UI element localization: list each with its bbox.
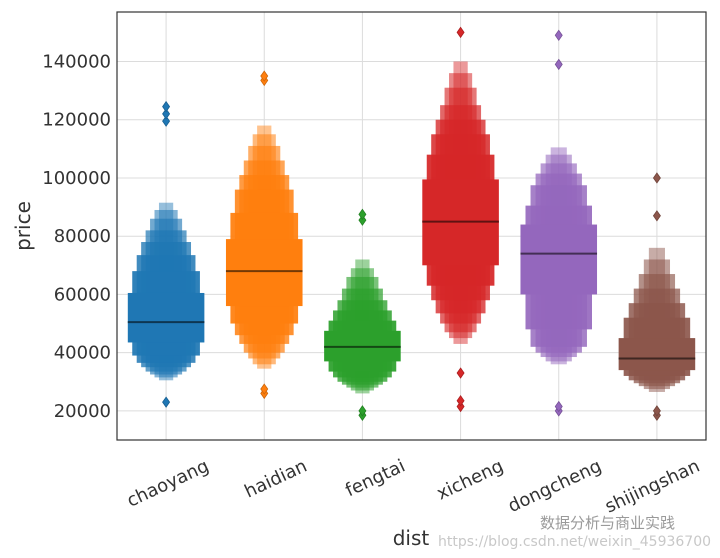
y-axis-label: price (11, 201, 35, 251)
y-tick-label: 20000 (54, 401, 111, 422)
boxen-fengtai (324, 208, 401, 421)
x-tick-label: dongcheng (505, 455, 605, 517)
outlier-point (456, 394, 465, 407)
y-tick-label: 100000 (42, 168, 111, 189)
y-tick-label: 40000 (54, 343, 111, 364)
outlier-point (162, 108, 171, 120)
outlier-point (652, 405, 661, 417)
outlier-point (652, 210, 661, 222)
outlier-point (162, 100, 171, 113)
y-tick-label: 60000 (54, 284, 111, 305)
boxen-shijingshan (618, 172, 696, 421)
watermark-url: https://blog.csdn.net/weixin_45936700 (438, 534, 711, 550)
watermark: https://blog.csdn.net/weixin_45936700 数据… (438, 514, 711, 550)
outlier-point (554, 58, 563, 71)
watermark-brand: 数据分析与商业实践 (540, 514, 675, 532)
outlier-point (358, 405, 367, 417)
outlier-point (652, 172, 661, 184)
outlier-point (162, 396, 171, 408)
boxen-haidian (225, 70, 303, 400)
boxen-chaoyang (127, 100, 205, 408)
outlier-point (260, 383, 269, 395)
letter-value-box (127, 292, 205, 343)
outlier-point (260, 70, 269, 82)
plot-area (117, 12, 706, 440)
outlier-point (456, 400, 465, 413)
outlier-point (162, 115, 171, 127)
y-tick-label: 80000 (54, 226, 111, 247)
letter-value-box (618, 338, 696, 371)
x-tick-label: haidian (241, 455, 310, 502)
outlier-point (358, 208, 367, 221)
boxen-dongcheng (520, 29, 598, 417)
y-tick-label: 140000 (42, 51, 111, 72)
data-layer (127, 26, 696, 421)
x-tick-label: chaoyang (124, 455, 213, 511)
outlier-point (456, 26, 465, 39)
plot-frame (116, 11, 707, 441)
x-axis-label: dist (393, 526, 430, 550)
outlier-point (554, 400, 563, 413)
outlier-point (456, 367, 465, 379)
x-tick-label: xicheng (434, 455, 507, 504)
boxen-xicheng (422, 26, 499, 413)
letter-value-box (520, 224, 598, 295)
letter-value-box (225, 239, 303, 307)
outlier-point (358, 214, 367, 226)
x-tick-label: fengtai (342, 455, 408, 501)
outlier-point (554, 29, 563, 41)
y-tick-label: 120000 (42, 110, 111, 131)
x-tick-label: shijingshan (602, 455, 703, 517)
